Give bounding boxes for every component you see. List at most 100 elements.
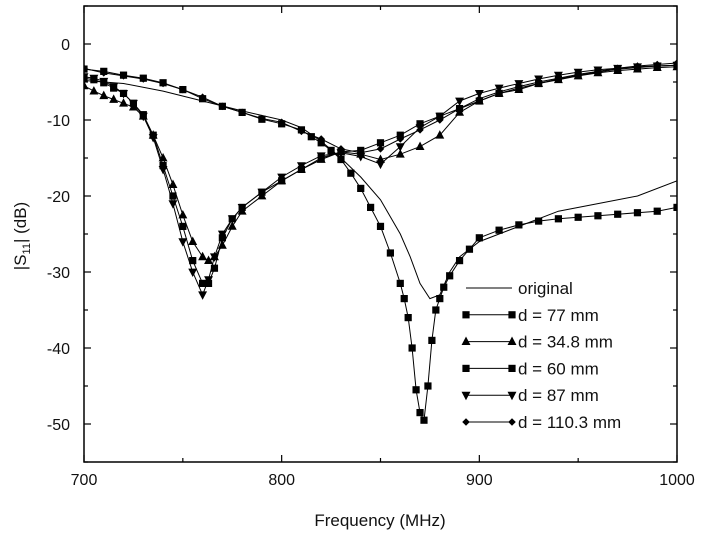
- data-point: [168, 179, 178, 189]
- data-point: [109, 83, 119, 92]
- data-point: [455, 104, 464, 113]
- y-tick-label: -40: [47, 341, 70, 358]
- data-point: [119, 90, 128, 99]
- data-point: [204, 276, 213, 285]
- data-point: [613, 64, 622, 73]
- data-point: [396, 279, 404, 288]
- data-point: [367, 203, 375, 211]
- data-point: [327, 146, 335, 154]
- data-point: [178, 209, 188, 219]
- data-point: [412, 386, 420, 394]
- legend-label: d = 34.8 mm: [518, 333, 613, 352]
- data-point: [440, 283, 448, 291]
- data-point: [158, 165, 168, 175]
- y-axis-label: |S11| (dB): [11, 202, 33, 270]
- data-point: [179, 222, 187, 230]
- axes: 700 800 900 1000 0 -10 -20 -30 -40 -50: [47, 5, 695, 489]
- data-point: [84, 80, 89, 90]
- data-point: [258, 114, 266, 123]
- y-axis-label-subscript: 11: [21, 243, 33, 254]
- data-point: [395, 143, 405, 152]
- data-point: [376, 145, 385, 153]
- data-point: [148, 134, 158, 143]
- data-point: [515, 221, 523, 229]
- y-tick-label: -10: [47, 113, 70, 130]
- data-point: [436, 116, 444, 124]
- data-point: [238, 108, 246, 117]
- data-point: [316, 152, 326, 161]
- legend-marker-left: [461, 336, 471, 346]
- data-point: [376, 222, 385, 230]
- data-point: [535, 217, 543, 225]
- data-point: [436, 294, 444, 303]
- data-point: [416, 126, 424, 134]
- data-point: [475, 234, 483, 242]
- data-point: [257, 188, 267, 198]
- legend-marker-left: [462, 311, 470, 319]
- data-point: [168, 200, 178, 209]
- x-tick-label: 900: [466, 472, 493, 489]
- series-6: [84, 59, 677, 157]
- data-point: [84, 64, 88, 73]
- legend-label: original: [518, 279, 573, 298]
- series-5: [84, 61, 677, 300]
- x-tick-label: 1000: [659, 472, 695, 489]
- y-axis-label-main: |S: [11, 254, 30, 270]
- data-point: [594, 67, 602, 76]
- series-layer: [84, 59, 677, 424]
- legend: original d = 77 mm d = 34.8 mm d = 60 mm d =…: [461, 279, 621, 432]
- data-point: [594, 212, 602, 220]
- legend-item: original: [466, 279, 573, 298]
- data-point: [614, 210, 622, 218]
- data-point: [653, 207, 661, 215]
- legend-marker-right: [508, 418, 516, 426]
- data-point: [633, 62, 642, 70]
- data-point: [119, 98, 128, 107]
- y-axis-label-tail: | (dB): [11, 202, 30, 243]
- data-point: [227, 215, 237, 224]
- data-point: [534, 78, 543, 86]
- legend-marker-left: [462, 364, 470, 373]
- x-tick-label: 800: [268, 472, 295, 489]
- legend-marker-right: [507, 391, 517, 401]
- data-point: [420, 416, 428, 424]
- legend-marker-left: [461, 391, 471, 401]
- data-point: [198, 251, 208, 261]
- y-tick-label: -20: [47, 189, 70, 206]
- data-point: [673, 59, 677, 67]
- data-point: [198, 291, 208, 300]
- data-point: [109, 94, 119, 103]
- data-point: [396, 135, 405, 143]
- data-point: [653, 60, 661, 69]
- legend-item: d = 110.3 mm: [462, 413, 621, 432]
- data-point: [179, 85, 187, 94]
- data-point: [296, 162, 306, 171]
- data-point: [139, 75, 148, 83]
- data-point: [554, 215, 563, 223]
- data-point: [198, 93, 207, 101]
- data-point: [218, 102, 227, 111]
- data-point: [89, 74, 99, 84]
- data-point: [178, 238, 188, 247]
- data-point: [404, 313, 412, 322]
- data-point: [347, 169, 355, 177]
- data-point: [416, 408, 424, 417]
- data-point: [277, 173, 287, 183]
- data-point: [395, 149, 405, 158]
- data-point: [159, 79, 167, 88]
- data-point: [474, 90, 484, 99]
- x-axis-label: Frequency (MHz): [314, 511, 445, 530]
- data-point: [376, 160, 385, 170]
- series-4: [84, 61, 677, 288]
- series-line: [84, 64, 677, 297]
- data-point: [209, 253, 219, 262]
- y-tick-label: 0: [61, 37, 70, 54]
- legend-marker-left: [462, 418, 470, 426]
- data-point: [84, 73, 89, 82]
- data-point: [277, 118, 286, 127]
- data-point: [237, 203, 247, 213]
- data-point: [673, 203, 677, 211]
- data-point: [99, 77, 109, 87]
- legend-marker-right: [507, 336, 517, 346]
- data-point: [495, 88, 503, 96]
